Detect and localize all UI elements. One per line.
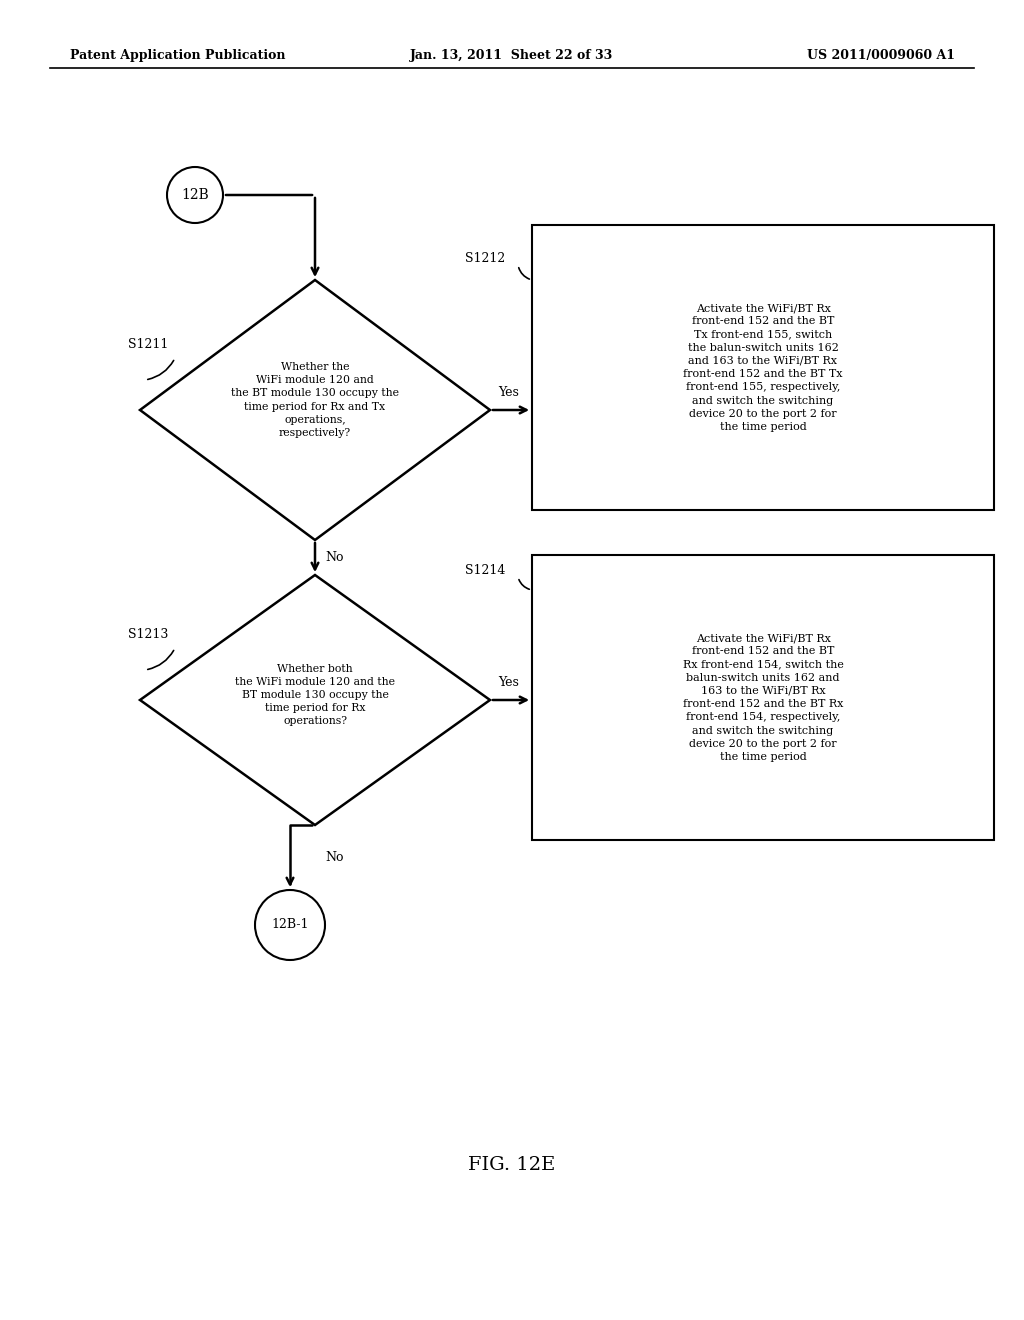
Text: Activate the WiFi/BT Rx
front-end 152 and the BT
Rx front-end 154, switch the
ba: Activate the WiFi/BT Rx front-end 152 an… (683, 634, 844, 762)
Text: US 2011/0009060 A1: US 2011/0009060 A1 (807, 49, 955, 62)
Text: S1212: S1212 (465, 252, 505, 264)
Text: S1211: S1211 (128, 338, 168, 351)
Bar (532, 224, 994, 510)
Text: No: No (325, 851, 343, 865)
Text: No: No (325, 550, 343, 564)
Text: 12B-1: 12B-1 (271, 919, 309, 932)
Text: 12B: 12B (181, 187, 209, 202)
Text: Whether the
WiFi module 120 and
the BT module 130 occupy the
time period for Rx : Whether the WiFi module 120 and the BT m… (231, 362, 399, 438)
Text: Yes: Yes (498, 385, 519, 399)
Text: Whether both
the WiFi module 120 and the
BT module 130 occupy the
time period fo: Whether both the WiFi module 120 and the… (234, 664, 395, 726)
Text: S1213: S1213 (128, 628, 168, 642)
Text: Jan. 13, 2011  Sheet 22 of 33: Jan. 13, 2011 Sheet 22 of 33 (411, 49, 613, 62)
Text: Yes: Yes (498, 676, 519, 689)
Text: S1214: S1214 (465, 564, 506, 577)
Text: Activate the WiFi/BT Rx
front-end 152 and the BT
Tx front-end 155, switch
the ba: Activate the WiFi/BT Rx front-end 152 an… (683, 304, 843, 432)
Text: Patent Application Publication: Patent Application Publication (70, 49, 286, 62)
Text: FIG. 12E: FIG. 12E (468, 1156, 556, 1173)
Bar (532, 554, 994, 840)
